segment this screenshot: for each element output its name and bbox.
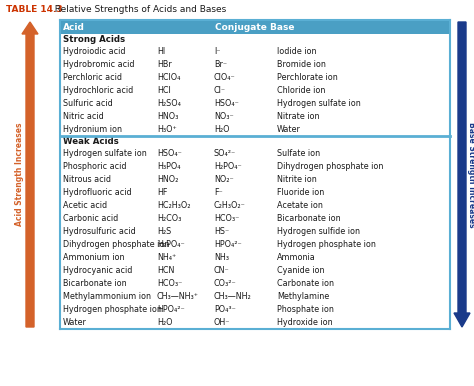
Text: Relative Strengths of Acids and Bases: Relative Strengths of Acids and Bases: [49, 5, 226, 14]
Text: HCN: HCN: [157, 266, 174, 275]
Text: Water: Water: [63, 318, 87, 327]
Text: SO₄²⁻: SO₄²⁻: [214, 149, 236, 158]
Text: HCl: HCl: [157, 86, 171, 95]
Text: Fluoride ion: Fluoride ion: [277, 188, 324, 197]
Text: H₂CO₃: H₂CO₃: [157, 214, 182, 223]
Text: Hydrofluoric acid: Hydrofluoric acid: [63, 188, 132, 197]
Text: ClO₄⁻: ClO₄⁻: [214, 73, 236, 82]
Text: Phosphoric acid: Phosphoric acid: [63, 162, 127, 171]
Text: HPO₄²⁻: HPO₄²⁻: [214, 240, 242, 249]
Bar: [60, 34, 450, 329]
Text: HC₂H₃O₂: HC₂H₃O₂: [157, 201, 191, 210]
Text: Perchloric acid: Perchloric acid: [63, 73, 122, 82]
FancyArrow shape: [454, 22, 470, 327]
Text: HI: HI: [157, 47, 165, 56]
Text: Acid: Acid: [63, 22, 85, 32]
Text: Acetate ion: Acetate ion: [277, 201, 323, 210]
Text: Dihydrogen phosphate ion: Dihydrogen phosphate ion: [277, 162, 383, 171]
Text: NO₃⁻: NO₃⁻: [214, 112, 234, 121]
Text: Sulfate ion: Sulfate ion: [277, 149, 320, 158]
Text: HSO₄⁻: HSO₄⁻: [157, 149, 182, 158]
Text: Dihydrogen phosphate ion: Dihydrogen phosphate ion: [63, 240, 169, 249]
Text: Water: Water: [277, 125, 301, 134]
Text: Hydrocyanic acid: Hydrocyanic acid: [63, 266, 132, 275]
Text: Bicarbonate ion: Bicarbonate ion: [277, 214, 341, 223]
Text: Hydronium ion: Hydronium ion: [63, 125, 122, 134]
Text: Ammonia: Ammonia: [277, 253, 316, 262]
Text: CH₃—NH₂: CH₃—NH₂: [214, 292, 252, 301]
Text: CO₃²⁻: CO₃²⁻: [214, 279, 237, 288]
Text: Hydroiodic acid: Hydroiodic acid: [63, 47, 126, 56]
Text: Sulfuric acid: Sulfuric acid: [63, 99, 113, 108]
Text: Nitric acid: Nitric acid: [63, 112, 104, 121]
Text: Carbonate ion: Carbonate ion: [277, 279, 334, 288]
Text: H₂PO₄⁻: H₂PO₄⁻: [157, 240, 185, 249]
Text: Hydrogen phosphate ion: Hydrogen phosphate ion: [63, 305, 162, 314]
Text: Hydrogen sulfate ion: Hydrogen sulfate ion: [63, 149, 147, 158]
Text: Cyanide ion: Cyanide ion: [277, 266, 325, 275]
Text: Acetic acid: Acetic acid: [63, 201, 107, 210]
Text: HClO₄: HClO₄: [157, 73, 181, 82]
Text: TABLE 14.3: TABLE 14.3: [6, 5, 63, 14]
Bar: [60, 20, 450, 34]
Text: HCO₃⁻: HCO₃⁻: [157, 279, 182, 288]
Text: F⁻: F⁻: [214, 188, 223, 197]
Text: Conjugate Base: Conjugate Base: [215, 22, 294, 32]
Text: H₂PO₄⁻: H₂PO₄⁻: [214, 162, 242, 171]
Text: Iodide ion: Iodide ion: [277, 47, 317, 56]
Text: H₃O⁺: H₃O⁺: [157, 125, 177, 134]
Text: H₂SO₄: H₂SO₄: [157, 99, 181, 108]
Text: HNO₂: HNO₂: [157, 175, 178, 184]
Text: Cl⁻: Cl⁻: [214, 86, 226, 95]
Text: Br⁻: Br⁻: [214, 60, 227, 69]
Text: Ammonium ion: Ammonium ion: [63, 253, 125, 262]
Text: H₂S: H₂S: [157, 227, 171, 236]
Text: Bromide ion: Bromide ion: [277, 60, 326, 69]
Text: H₂O: H₂O: [214, 125, 229, 134]
Text: HBr: HBr: [157, 60, 172, 69]
Text: Nitrite ion: Nitrite ion: [277, 175, 317, 184]
Text: HSO₄⁻: HSO₄⁻: [214, 99, 239, 108]
Text: Nitrate ion: Nitrate ion: [277, 112, 319, 121]
FancyArrow shape: [22, 22, 38, 327]
Text: Hydrobromic acid: Hydrobromic acid: [63, 60, 135, 69]
Text: Acid Strength Increases: Acid Strength Increases: [16, 123, 25, 226]
Text: OH⁻: OH⁻: [214, 318, 230, 327]
Text: H₃PO₄: H₃PO₄: [157, 162, 181, 171]
Text: Phosphate ion: Phosphate ion: [277, 305, 334, 314]
Text: Bicarbonate ion: Bicarbonate ion: [63, 279, 127, 288]
Text: HNO₃: HNO₃: [157, 112, 178, 121]
Text: NH₄⁺: NH₄⁺: [157, 253, 176, 262]
Text: H₂O: H₂O: [157, 318, 173, 327]
Text: Perchlorate ion: Perchlorate ion: [277, 73, 338, 82]
Text: I⁻: I⁻: [214, 47, 220, 56]
Text: Base Strength Increases: Base Strength Increases: [467, 122, 474, 227]
Text: Methylammonium ion: Methylammonium ion: [63, 292, 151, 301]
Text: Strong Acids: Strong Acids: [63, 35, 125, 44]
Text: CH₃—NH₃⁺: CH₃—NH₃⁺: [157, 292, 199, 301]
Text: Hydrogen sulfate ion: Hydrogen sulfate ion: [277, 99, 361, 108]
Text: Carbonic acid: Carbonic acid: [63, 214, 118, 223]
Text: HCO₃⁻: HCO₃⁻: [214, 214, 239, 223]
Text: Weak Acids: Weak Acids: [63, 137, 119, 146]
Text: Hydrosulfuric acid: Hydrosulfuric acid: [63, 227, 136, 236]
Text: HPO₄²⁻: HPO₄²⁻: [157, 305, 185, 314]
Text: Hydrochloric acid: Hydrochloric acid: [63, 86, 133, 95]
Text: Hydrogen phosphate ion: Hydrogen phosphate ion: [277, 240, 376, 249]
Text: HS⁻: HS⁻: [214, 227, 229, 236]
Text: C₂H₃O₂⁻: C₂H₃O₂⁻: [214, 201, 246, 210]
Text: NH₃: NH₃: [214, 253, 229, 262]
Text: Hydrogen sulfide ion: Hydrogen sulfide ion: [277, 227, 360, 236]
Text: HF: HF: [157, 188, 167, 197]
Text: Hydroxide ion: Hydroxide ion: [277, 318, 333, 327]
Text: Chloride ion: Chloride ion: [277, 86, 325, 95]
Text: Nitrous acid: Nitrous acid: [63, 175, 111, 184]
Text: PO₄³⁻: PO₄³⁻: [214, 305, 236, 314]
Text: CN⁻: CN⁻: [214, 266, 230, 275]
Text: NO₂⁻: NO₂⁻: [214, 175, 234, 184]
Text: Methylamine: Methylamine: [277, 292, 329, 301]
